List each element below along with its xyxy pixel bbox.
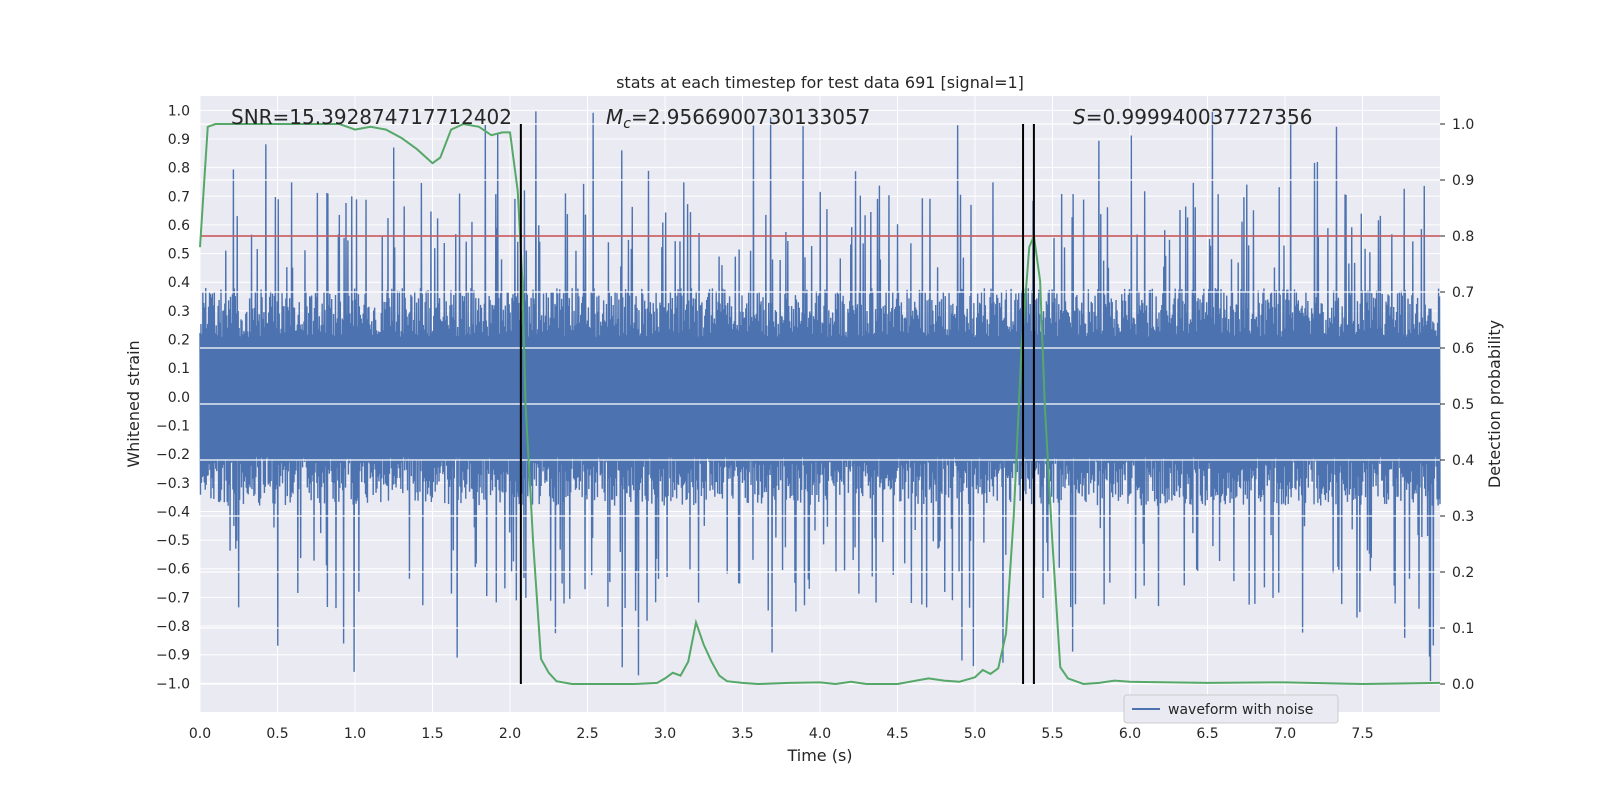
waveform-series bbox=[199, 111, 1441, 682]
y2-tick-label: 0.5 bbox=[1452, 397, 1474, 413]
y2-axis-label: Detection probability bbox=[1485, 320, 1504, 488]
x-tick-label: 0.5 bbox=[266, 726, 288, 742]
x-tick-label: 4.5 bbox=[886, 726, 908, 742]
statistic-symbol: S bbox=[1073, 105, 1086, 129]
y-tick-label: −0.6 bbox=[156, 562, 190, 578]
x-axis-label: Time (s) bbox=[786, 746, 852, 765]
chart-title: stats at each timestep for test data 691… bbox=[616, 73, 1024, 92]
y2-tick-labels: 1.0 0.9 0.8 0.7 0.6 0.5 0.4 0.3 0.2 0.1 0.0 bbox=[1440, 117, 1474, 693]
x-tick-label: 7.0 bbox=[1274, 726, 1296, 742]
x-tick-label: 2.0 bbox=[499, 726, 521, 742]
y2-tick-label: 0.2 bbox=[1452, 565, 1474, 581]
x-tick-label: 5.5 bbox=[1041, 726, 1063, 742]
snr-annotation: SNR=15.392874717712402 bbox=[231, 105, 512, 129]
y-tick-label: −0.4 bbox=[156, 504, 190, 520]
y-tick-label: −0.7 bbox=[156, 590, 190, 606]
detection-probability-line bbox=[199, 122, 1441, 686]
y2-tick-label: 0.4 bbox=[1452, 453, 1474, 469]
y-tick-label: 0.2 bbox=[168, 333, 190, 349]
chirp-mass-symbol: M bbox=[606, 105, 623, 129]
x-tick-label: 3.5 bbox=[731, 726, 753, 742]
x-tick-label: 1.5 bbox=[421, 726, 443, 742]
y2-tick-label: 0.1 bbox=[1452, 621, 1474, 637]
statistic-value: =0.999940037727356 bbox=[1086, 105, 1313, 129]
y-tick-label: 0.8 bbox=[168, 161, 190, 177]
y-tick-label: −0.8 bbox=[156, 619, 190, 635]
chirp-mass-annotation: Mc=2.9566900730133057 bbox=[606, 105, 870, 132]
y-tick-label: 0.1 bbox=[168, 361, 190, 377]
x-tick-label: 4.0 bbox=[809, 726, 831, 742]
x-tick-label: 6.5 bbox=[1196, 726, 1218, 742]
y-tick-label: 1.0 bbox=[168, 103, 190, 119]
y2-tick-label: 1.0 bbox=[1452, 117, 1474, 133]
y-tick-label: −0.3 bbox=[156, 476, 190, 492]
y-tick-label: −0.1 bbox=[156, 418, 190, 434]
y2-tick-label: 0.3 bbox=[1452, 509, 1474, 525]
chirp-mass-value: =2.9566900730133057 bbox=[631, 105, 870, 129]
y-tick-label: 0.7 bbox=[168, 189, 190, 205]
y-axis-label: Whitened strain bbox=[124, 340, 143, 467]
x-tick-label: 5.0 bbox=[964, 726, 986, 742]
event-vertical-lines bbox=[519, 124, 1035, 684]
y2-tick-label: 0.7 bbox=[1452, 285, 1474, 301]
legend-label: waveform with noise bbox=[1168, 702, 1313, 718]
y2-gridlines-overlay bbox=[200, 123, 1440, 685]
x-tick-label: 7.5 bbox=[1351, 726, 1373, 742]
y-tick-labels: 1.0 0.9 0.8 0.7 0.6 0.5 0.4 0.3 0.2 0.1 0.0 −0.1 −0.… bbox=[156, 103, 190, 692]
y-tick-label: 0.4 bbox=[168, 275, 190, 291]
y2-tick-label: 0.8 bbox=[1452, 229, 1474, 245]
x-tick-label: 0.0 bbox=[189, 726, 211, 742]
y-tick-label: −0.9 bbox=[156, 648, 190, 664]
y2-tick-label: 0.6 bbox=[1452, 341, 1474, 357]
statistic-annotation: S=0.999940037727356 bbox=[1073, 105, 1312, 129]
y-tick-label: −0.2 bbox=[156, 447, 190, 463]
y-tick-label: 0.3 bbox=[168, 304, 190, 320]
legend-box bbox=[1123, 694, 1339, 724]
y-tick-label: 0.0 bbox=[168, 390, 190, 406]
y-tick-label: −1.0 bbox=[156, 676, 190, 692]
x-tick-labels: 0.0 0.5 1.0 1.5 2.0 2.5 3.0 3.5 4.0 4.5 5.0 5.5 6.0 6… bbox=[189, 726, 1374, 742]
chirp-mass-subscript: c bbox=[623, 116, 631, 132]
x-tick-label: 3.0 bbox=[654, 726, 676, 742]
x-tick-label: 2.5 bbox=[576, 726, 598, 742]
y-tick-label: −0.5 bbox=[156, 533, 190, 549]
x-tick-label: 1.0 bbox=[344, 726, 366, 742]
y2-tick-label: 0.0 bbox=[1452, 677, 1474, 693]
legend: waveform with noise bbox=[1123, 694, 1339, 724]
y-tick-label: 0.5 bbox=[168, 247, 190, 263]
x-tick-label: 6.0 bbox=[1119, 726, 1141, 742]
y-tick-label: 0.6 bbox=[168, 218, 190, 234]
y2-tick-label: 0.9 bbox=[1452, 173, 1474, 189]
y-tick-label: 0.9 bbox=[168, 132, 190, 148]
